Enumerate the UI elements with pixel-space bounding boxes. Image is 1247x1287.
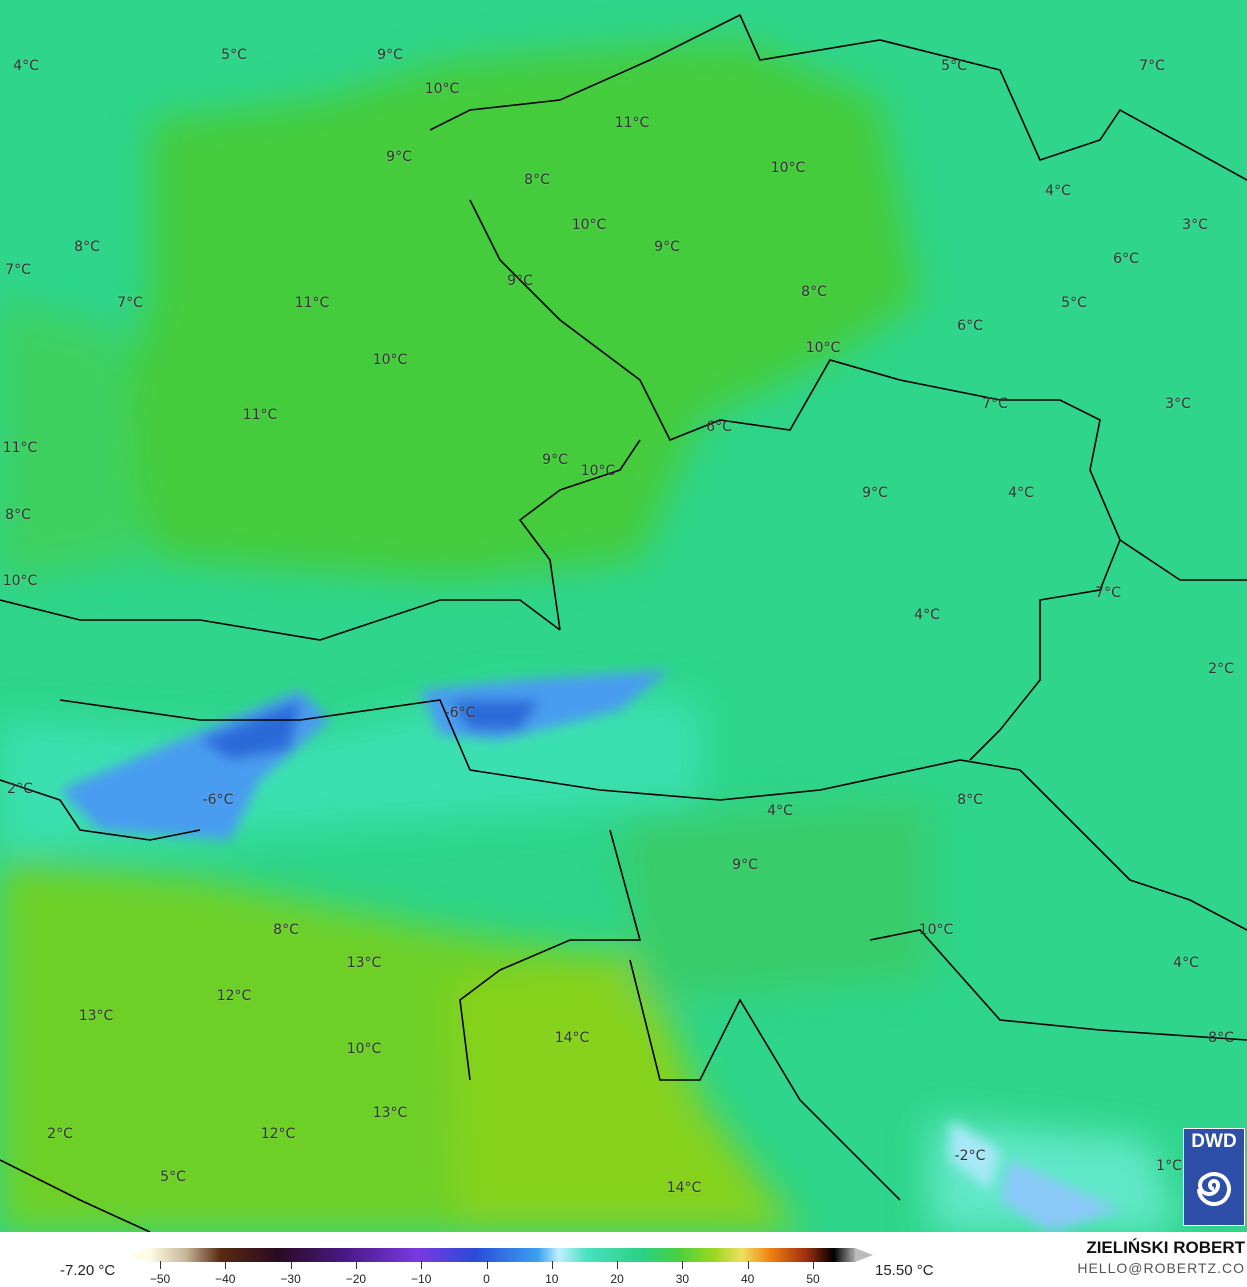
temperature-label: 6°C bbox=[706, 419, 732, 435]
temperature-label: 8°C bbox=[957, 792, 983, 808]
temperature-label: 4°C bbox=[1045, 183, 1071, 199]
temperature-label: 5°C bbox=[1061, 295, 1087, 311]
legend-tick-mark bbox=[355, 1261, 357, 1269]
temperature-label: 10°C bbox=[2, 573, 38, 589]
legend-tick-label: −20 bbox=[345, 1272, 367, 1286]
legend-arrow-left bbox=[128, 1248, 150, 1262]
temperature-label: 6°C bbox=[957, 318, 983, 334]
temperature-label: 13°C bbox=[78, 1008, 114, 1024]
temperature-label: 8°C bbox=[801, 284, 827, 300]
temperature-label: 10°C bbox=[770, 160, 806, 176]
legend-tick-label: 40 bbox=[741, 1272, 755, 1286]
temperature-label: 4°C bbox=[914, 607, 940, 623]
legend-tick-label: −50 bbox=[149, 1272, 171, 1286]
temperature-label: 14°C bbox=[554, 1030, 590, 1046]
temperature-label: 10°C bbox=[918, 922, 954, 938]
temperature-label: 11°C bbox=[294, 295, 330, 311]
temperature-label: 1°C bbox=[1156, 1158, 1182, 1174]
temperature-label: 8°C bbox=[1208, 1030, 1234, 1046]
temperature-label: 3°C bbox=[1165, 396, 1191, 412]
temperature-label: 11°C bbox=[614, 115, 650, 131]
color-legend: -7.20 °C −50 −40 −30 −20 −10 0 10 20 30 40 50 15.5… bbox=[0, 1232, 1247, 1287]
temperature-label: 12°C bbox=[260, 1126, 296, 1142]
temperature-label: -6°C bbox=[444, 705, 476, 721]
temperature-label: 12°C bbox=[216, 988, 252, 1004]
dwd-spiral-icon bbox=[1197, 1172, 1231, 1206]
temperature-label: 9°C bbox=[377, 47, 403, 63]
temperature-label: 7°C bbox=[1095, 585, 1121, 601]
credit: ZIELIŃSKI ROBERT HELLO@ROBERTZ.CO bbox=[1077, 1238, 1245, 1276]
map-fill bbox=[0, 0, 1247, 1233]
temperature-map: 4°C 5°C 9°C 10°C 5°C 7°C 11°C 9°C 10°C 8°C 4°C 10°C… bbox=[0, 0, 1247, 1233]
legend-tick-label: −40 bbox=[215, 1272, 236, 1286]
temperature-label: 7°C bbox=[117, 295, 143, 311]
legend-tick-label: −10 bbox=[411, 1272, 432, 1286]
temperature-label: -2°C bbox=[954, 1148, 986, 1164]
temperature-label: 14°C bbox=[666, 1180, 702, 1196]
temperature-label: 2°C bbox=[1208, 661, 1234, 677]
temperature-label: 9°C bbox=[732, 857, 758, 873]
legend-tick-mark bbox=[813, 1261, 814, 1269]
legend-tick-mark bbox=[682, 1261, 684, 1269]
temperature-label: 9°C bbox=[654, 239, 680, 255]
temperature-label: 10°C bbox=[372, 352, 408, 368]
temperature-label: 9°C bbox=[507, 273, 533, 289]
temperature-label: 8°C bbox=[5, 507, 31, 523]
temperature-label: 9°C bbox=[542, 452, 568, 468]
legend-tick-label: 50 bbox=[806, 1272, 820, 1286]
country-borders bbox=[0, 13, 1247, 1233]
temperature-label: 10°C bbox=[424, 81, 460, 97]
temperature-label: 4°C bbox=[1173, 955, 1199, 971]
temperature-label: 9°C bbox=[386, 149, 412, 165]
temperature-label: 7°C bbox=[1139, 58, 1165, 74]
temperature-label: 5°C bbox=[941, 58, 967, 74]
legend-arrow-right bbox=[855, 1248, 873, 1262]
temperature-label: 5°C bbox=[160, 1169, 186, 1185]
legend-max: 15.50 °C bbox=[875, 1262, 934, 1279]
author-email: HELLO@ROBERTZ.CO bbox=[1077, 1260, 1245, 1276]
legend-tick-mark bbox=[551, 1261, 553, 1269]
temperature-label: 13°C bbox=[346, 955, 382, 971]
temperature-label: 10°C bbox=[571, 217, 607, 233]
temperature-label: 3°C bbox=[1182, 217, 1208, 233]
temperature-label: -6°C bbox=[202, 792, 234, 808]
temperature-label: 4°C bbox=[1008, 485, 1034, 501]
legend-tick-mark bbox=[747, 1261, 749, 1269]
temperature-label: 4°C bbox=[13, 58, 39, 74]
temperature-label: 8°C bbox=[273, 922, 299, 938]
legend-tick-mark bbox=[486, 1261, 488, 1269]
legend-tick-mark bbox=[225, 1261, 227, 1269]
legend-tick-mark bbox=[290, 1261, 292, 1269]
legend-tick-label: −30 bbox=[280, 1272, 301, 1286]
temperature-label: 6°C bbox=[1113, 251, 1139, 267]
temperature-label: 11°C bbox=[2, 440, 38, 456]
temperature-label: 13°C bbox=[372, 1105, 408, 1121]
temperature-label: 7°C bbox=[982, 396, 1008, 412]
temperature-label: 9°C bbox=[862, 485, 888, 501]
temperature-label: 8°C bbox=[524, 172, 550, 188]
legend-tick-mark bbox=[421, 1261, 423, 1269]
legend-tick-label: 10 bbox=[545, 1272, 559, 1286]
temperature-label: 11°C bbox=[242, 407, 278, 423]
temperature-label: 10°C bbox=[346, 1041, 382, 1057]
legend-tick-label: 30 bbox=[675, 1272, 690, 1286]
temperature-label: 2°C bbox=[7, 781, 33, 797]
legend-colorbar bbox=[150, 1248, 855, 1262]
temperature-label: 2°C bbox=[47, 1126, 73, 1142]
dwd-logo: DWD bbox=[1183, 1128, 1245, 1226]
temperature-label: 8°C bbox=[74, 239, 100, 255]
logo-text: DWD bbox=[1191, 1131, 1237, 1152]
legend-min: -7.20 °C bbox=[60, 1262, 116, 1279]
temperature-label: 7°C bbox=[5, 262, 31, 278]
temperature-label: 10°C bbox=[580, 463, 616, 479]
author-name: ZIELIŃSKI ROBERT bbox=[1086, 1238, 1245, 1257]
legend-tick-label: 0 bbox=[483, 1272, 490, 1286]
legend-tick-mark bbox=[160, 1261, 161, 1269]
legend-tick-label: 20 bbox=[610, 1272, 624, 1286]
legend-tick-mark bbox=[617, 1261, 619, 1269]
temperature-label: 4°C bbox=[767, 803, 793, 819]
temperature-label: 5°C bbox=[221, 47, 247, 63]
temperature-label: 10°C bbox=[805, 340, 841, 356]
